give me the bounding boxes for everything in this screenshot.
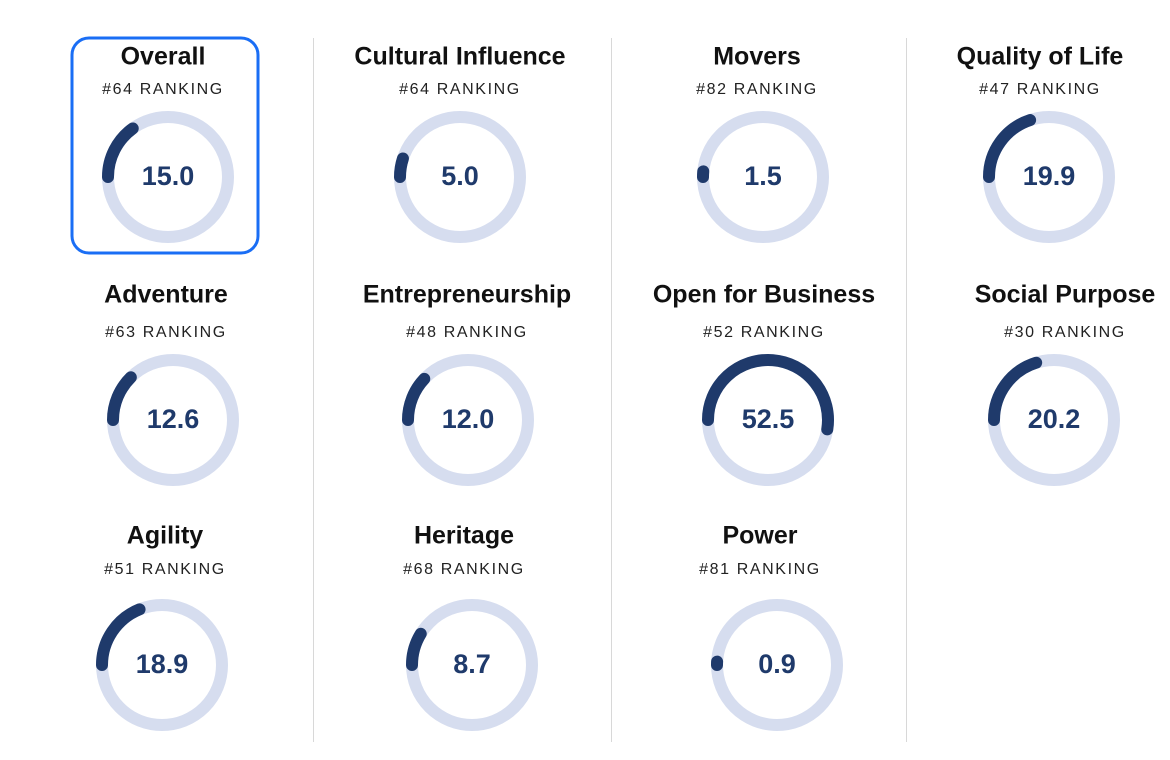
card-ranking: #30 RANKING <box>1004 324 1126 341</box>
card-title: Quality of Life <box>957 43 1124 71</box>
gauge-score: 12.6 <box>147 404 200 434</box>
card-title: Entrepreneurship <box>363 281 571 309</box>
card-ranking: #82 RANKING <box>696 81 818 98</box>
gauge-score: 18.9 <box>136 649 189 679</box>
gauge-arc <box>983 114 1037 183</box>
card-title: Adventure <box>104 281 228 309</box>
card-ranking: #52 RANKING <box>703 324 825 341</box>
card-ranking: #48 RANKING <box>406 324 528 341</box>
card-ranking: #63 RANKING <box>105 324 227 341</box>
card-title: Heritage <box>414 522 514 550</box>
card-title: Power <box>722 522 797 550</box>
gauge-score: 52.5 <box>742 404 795 434</box>
gauge-score: 0.9 <box>758 649 796 679</box>
gauge-arc <box>406 627 427 671</box>
gauge-arc <box>96 603 146 671</box>
gauge-arc <box>394 152 409 183</box>
card-title: Movers <box>713 43 801 71</box>
gauge-score: 12.0 <box>442 404 495 434</box>
card-title: Overall <box>121 43 206 71</box>
card-title: Cultural Influence <box>354 43 565 71</box>
card-ranking: #64 RANKING <box>102 81 224 98</box>
gauge-arc <box>988 356 1043 426</box>
card-title: Social Purpose <box>975 281 1156 309</box>
card-title: Open for Business <box>653 281 875 309</box>
gauge-score: 19.9 <box>1023 161 1076 191</box>
card-title: Agility <box>127 522 203 550</box>
gauge-score: 1.5 <box>744 161 782 191</box>
gauge-score: 8.7 <box>453 649 491 679</box>
card-ranking: #81 RANKING <box>699 561 821 578</box>
card-ranking: #64 RANKING <box>399 81 521 98</box>
card-ranking: #51 RANKING <box>104 561 226 578</box>
gauge-score: 15.0 <box>142 161 195 191</box>
gauge-arc <box>107 371 137 426</box>
gauge-arc <box>702 354 834 436</box>
gauge-score: 5.0 <box>441 161 479 191</box>
card-ranking: #68 RANKING <box>403 561 525 578</box>
card-ranking: #47 RANKING <box>979 81 1101 98</box>
selected-card-outline <box>70 36 260 255</box>
gauge-arc <box>102 122 139 183</box>
gauge-score: 20.2 <box>1028 404 1081 434</box>
gauge-arc <box>402 372 431 426</box>
